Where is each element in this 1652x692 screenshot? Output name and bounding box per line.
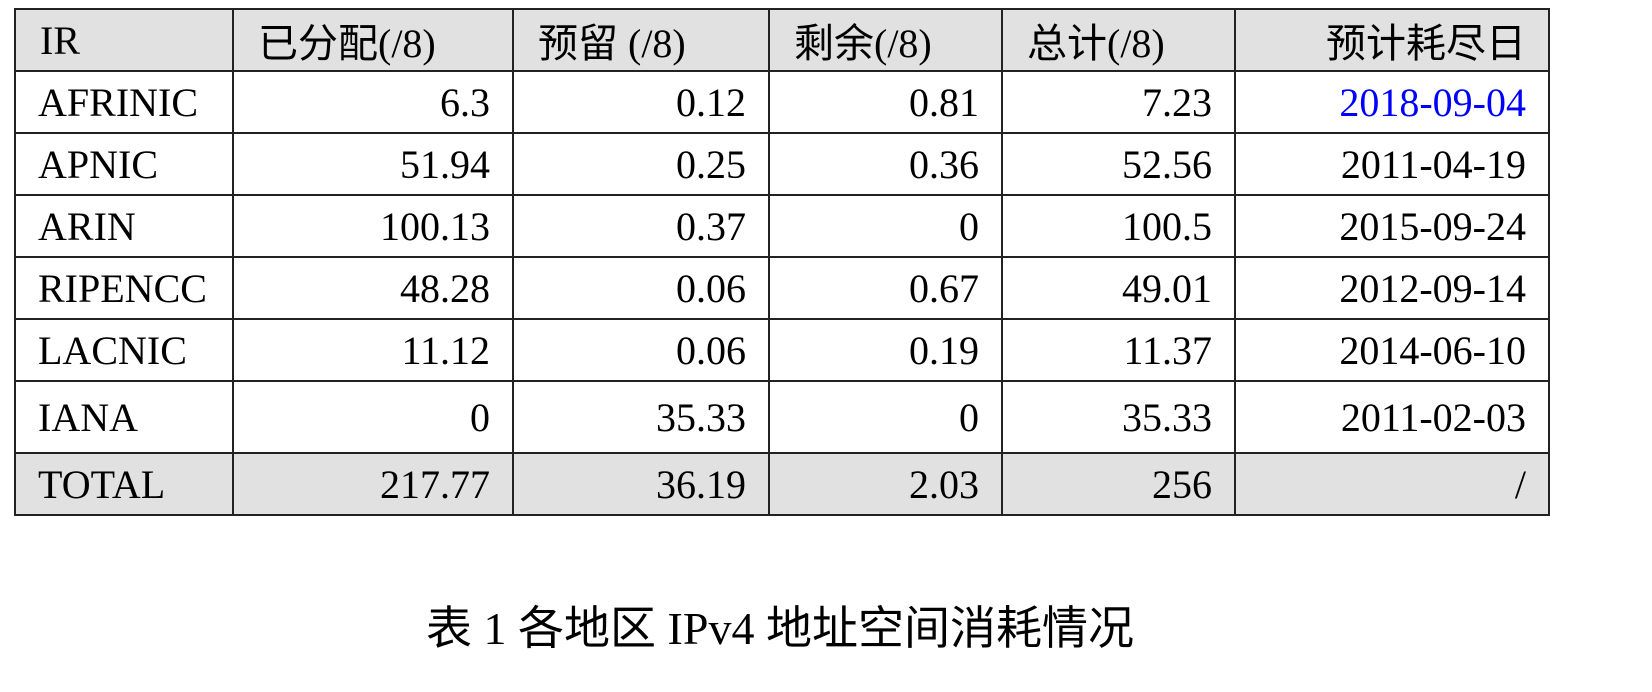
date-cell: 2011-02-03 [1234,380,1550,454]
data-row: IANA 0 35.33 0 35.33 2011-02-03 [14,380,1550,454]
total-row: TOTAL 217.77 36.19 2.03 256/ [14,452,1550,516]
date-cell: 2018-09-04 [1234,70,1550,134]
table-body: IR 已分配(/8) 预留 (/8) 剩余(/8) 总计(/8) 预计耗尽日 AFRINIC… [14,8,1550,516]
value-cell: 49.01 [1001,256,1236,320]
header-cell: 预留 (/8) [512,8,770,72]
registry-cell: RIPENCC [14,256,234,320]
registry-cell: AFRINIC [14,70,234,134]
data-row: APNIC 51.94 0.25 0.36 52.56 2011-04-19 [14,132,1550,196]
registry-cell: ARIN [14,194,234,258]
value-cell: 0.12 [512,70,770,134]
header-cell: 预计耗尽日 [1234,8,1550,72]
value-cell: 0.81 [768,70,1003,134]
header-cell: 总计(/8) [1001,8,1236,72]
value-cell: 0.06 [512,256,770,320]
value-cell: 11.12 [232,318,514,382]
header-cell: 剩余(/8) [768,8,1003,72]
total-cell: 217.77 [232,452,514,516]
value-cell: 0.19 [768,318,1003,382]
value-cell: 0.25 [512,132,770,196]
value-cell: 6.3 [232,70,514,134]
ipv4-table: IR 已分配(/8) 预留 (/8) 剩余(/8) 总计(/8) 预计耗尽日 AFRINIC… [14,8,1550,516]
data-row: ARIN 100.13 0.37 0 100.5 2015-09-24 [14,194,1550,258]
header-cell: 已分配(/8) [232,8,514,72]
value-cell: 52.56 [1001,132,1236,196]
date-cell: 2011-04-19 [1234,132,1550,196]
total-cell: 2.03 [768,452,1003,516]
value-cell: 0 [768,194,1003,258]
value-cell: 7.23 [1001,70,1236,134]
total-cell: / [1234,452,1550,516]
registry-cell: APNIC [14,132,234,196]
value-cell: 0.06 [512,318,770,382]
value-cell: 0.37 [512,194,770,258]
value-cell: 48.28 [232,256,514,320]
value-cell: 100.13 [232,194,514,258]
value-cell: 0 [768,380,1003,454]
data-row: AFRINIC 6.3 0.12 0.81 7.23 2018-09-04 [14,70,1550,134]
data-row: RIPENCC 48.28 0.06 0.67 49.01 2012-09-14 [14,256,1550,320]
value-cell: 35.33 [1001,380,1236,454]
value-cell: 35.33 [512,380,770,454]
value-cell: 0.67 [768,256,1003,320]
registry-cell: LACNIC [14,318,234,382]
date-cell: 2012-09-14 [1234,256,1550,320]
total-cell: 256 [1001,452,1236,516]
value-cell: 0.36 [768,132,1003,196]
value-cell: 51.94 [232,132,514,196]
value-cell: 100.5 [1001,194,1236,258]
total-label: TOTAL [14,452,234,516]
caption: 表 1 各地区 IPv4 地址空间消耗情况 [426,603,1134,654]
date-cell: 2015-09-24 [1234,194,1550,258]
header-cell: IR [14,8,234,72]
total-cell: 36.19 [512,452,770,516]
value-cell: 0 [232,380,514,454]
registry-cell: IANA [14,380,234,454]
value-cell: 11.37 [1001,318,1236,382]
header-row: IR 已分配(/8) 预留 (/8) 剩余(/8) 总计(/8) 预计耗尽日 [14,8,1550,72]
data-row: LACNIC 11.12 0.06 0.19 11.37 2014-06-10 [14,318,1550,382]
date-cell: 2014-06-10 [1234,318,1550,382]
